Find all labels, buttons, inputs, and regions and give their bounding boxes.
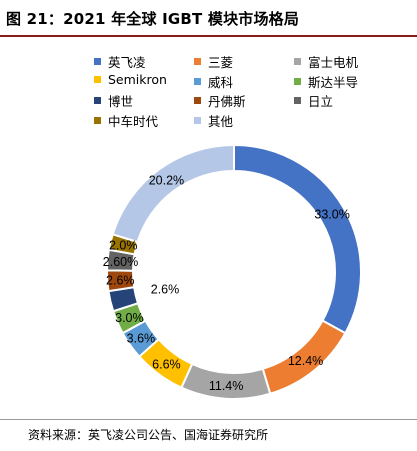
legend-item: 中车时代 [94,111,158,130]
legend-swatch [194,58,201,65]
legend-swatch [94,116,101,124]
legend-label: 中车时代 [108,113,159,129]
data-label: 3.6% [127,331,156,345]
data-label: 12.4% [288,354,323,368]
legend-item: 威科 [194,72,233,91]
legend-label: 英飞凌 [108,55,146,70]
legend-label: 其他 [208,113,234,129]
legend-item: 富士电机 [294,52,358,71]
legend-swatch [194,97,201,104]
legend-swatch [294,58,301,65]
legend-item: 斯达半导 [294,72,358,91]
data-label: 20.2% [149,174,184,188]
legend-swatch [94,58,101,65]
legend-item: 英飞凌 [94,52,146,71]
donut-slice [111,143,235,244]
title-divider [0,35,417,37]
legend-swatch [294,77,301,85]
figure-title: 图 21：2021 年全球 IGBT 模块市场格局 [6,10,300,28]
data-label: 6.6% [152,357,181,371]
data-label: 2.6% [151,283,180,297]
legend-label: 富士电机 [308,55,359,70]
data-label: 3.0% [115,311,144,325]
legend-swatch [94,75,101,83]
legend-item: 丹佛斯 [194,91,246,110]
legend-swatch [94,97,101,104]
data-label: 2.6% [106,273,135,287]
legend-item: 日立 [294,91,333,110]
source-divider [0,419,417,420]
legend-swatch [194,116,201,124]
legend-item: 三菱 [194,52,233,71]
legend-item: 其他 [194,111,233,130]
data-label: 2.60% [103,255,138,269]
data-label: 2.0% [109,239,138,253]
legend-label: Semikron [108,71,167,87]
legend-swatch [294,97,301,104]
legend-label: 斯达半导 [308,74,359,90]
data-label: 11.4% [209,379,244,393]
data-label: 33.0% [314,207,349,221]
legend-label: 威科 [208,74,234,90]
legend-item: Semikron [94,72,167,87]
donut-slice [233,143,362,335]
legend-label: 博世 [108,94,134,109]
legend-label: 丹佛斯 [208,94,246,109]
legend-item: 博世 [94,91,133,110]
legend-label: 三菱 [208,55,234,70]
source-note: 资料来源：英飞凌公司公告、国海证券研究所 [28,428,269,442]
legend-swatch [194,77,201,85]
legend-label: 日立 [308,94,334,109]
